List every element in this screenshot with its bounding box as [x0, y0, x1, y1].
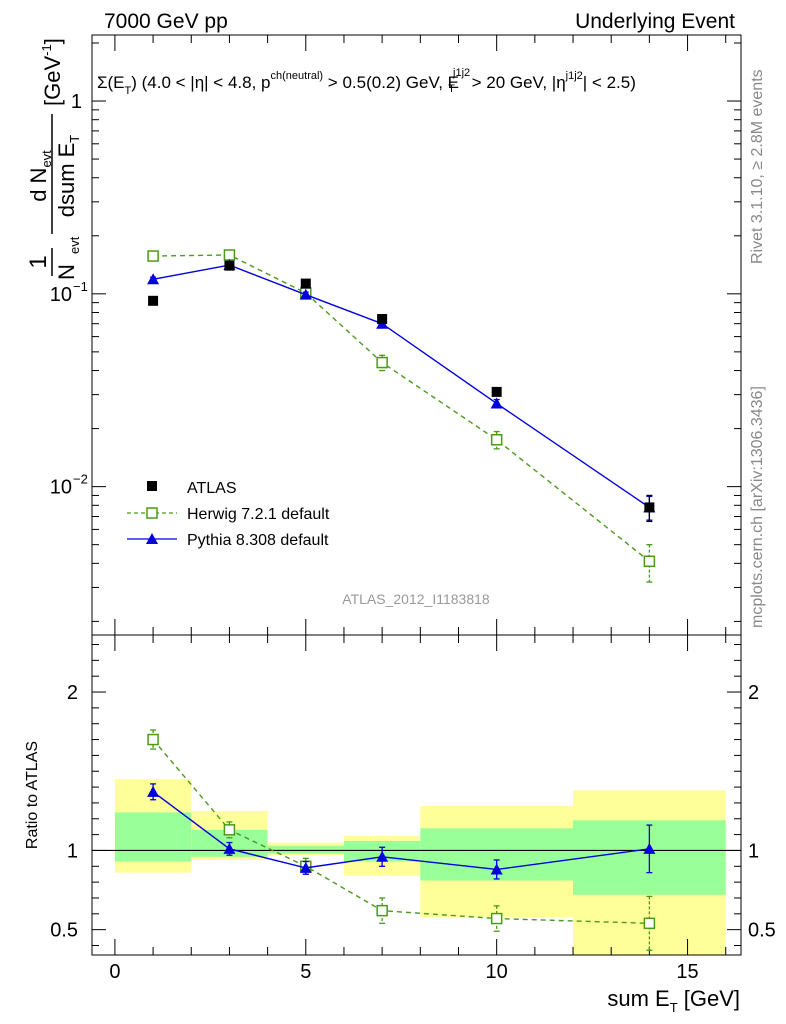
x-axis-label: sum ET [GeV]	[607, 986, 740, 1015]
svg-text:d Nevt: d Nevt	[26, 150, 54, 202]
pythia-ratio-point	[376, 850, 389, 862]
pythia-point	[147, 273, 160, 285]
x-tick-label: 10	[486, 961, 508, 983]
atlas-point	[148, 295, 159, 306]
data-series	[147, 249, 656, 951]
ratio-y-tick-label-right: 1	[748, 840, 759, 862]
ratio-y-tick-label: 1	[67, 840, 78, 862]
svg-text:[GeV-1]: [GeV-1]	[39, 38, 65, 106]
herwig-ratio-point	[490, 912, 503, 925]
atlas-point	[377, 314, 388, 325]
pythia-point	[490, 397, 503, 409]
pythia-ratio-point	[643, 842, 656, 854]
herwig-point	[223, 249, 236, 261]
svg-text:dsum ET: dsum ET	[54, 135, 82, 218]
legend-entry-atlas: ATLAS	[147, 480, 237, 497]
x-tick-label: 15	[676, 961, 698, 983]
legend-label-pythia: Pythia 8.308 default	[187, 532, 329, 549]
legend-entry-pythia: Pythia 8.308 default	[127, 532, 329, 549]
main-y-tick-exponent: −2	[73, 472, 88, 487]
herwig-ratio-point	[147, 733, 159, 746]
atlas-point	[491, 386, 502, 397]
legend-marker-herwig	[146, 507, 158, 519]
pythia-ratio-point	[299, 861, 312, 873]
herwig-ratio-point	[223, 824, 236, 836]
pythia-line	[152, 264, 650, 509]
main-y-tick-exponent: −1	[73, 279, 88, 294]
cut-description: Σ(ET) (4.0 < |η| < 4.8, pch(neutral) > 0…	[97, 67, 636, 97]
legend-marker-pythia	[146, 533, 158, 544]
ratio-y-tick-label: 0.5	[50, 920, 78, 942]
ratio-y-tick-label-right: 2	[748, 682, 759, 704]
ratio-y-tick-label-right: 0.5	[748, 920, 776, 942]
axis-ticks: 110 −110 −20.5 0.51 12 20 5 10 15	[50, 35, 776, 983]
herwig-line	[153, 254, 650, 562]
mcplots-source-label: mcplots.cern.ch [arXiv:1306.3436]	[749, 386, 766, 628]
main-y-axis-label: 1 N evt d Nevt dsum ET [GeV-1]	[25, 38, 82, 280]
pythia-ratio-point	[223, 842, 236, 854]
herwig-point	[376, 356, 388, 369]
herwig-ratio-point	[376, 904, 388, 917]
main-y-tick-label: 10	[50, 284, 72, 306]
header-right: Underlying Event	[575, 10, 735, 33]
band-inner-0	[114, 812, 192, 862]
herwig-ratio-point	[643, 917, 656, 930]
main-y-tick-label: 1	[71, 91, 82, 113]
atlas-point	[300, 278, 311, 289]
herwig-point	[490, 434, 503, 446]
legend-label-atlas: ATLAS	[187, 480, 237, 497]
svg-text:1: 1	[25, 255, 52, 268]
x-tick-label: 0	[109, 961, 120, 983]
header-left: 7000 GeV pp	[104, 10, 228, 33]
ratio-y-axis-label: Ratio to ATLAS	[24, 741, 41, 849]
ratio-panel-frame	[91, 634, 742, 956]
plot-frames	[91, 34, 742, 956]
x-tick-label: 5	[300, 961, 311, 983]
legend-label-herwig: Herwig 7.2.1 default	[187, 506, 330, 523]
legend-marker-atlas	[147, 481, 157, 491]
pythia-ratio-line	[152, 791, 650, 871]
atlas-point	[224, 260, 235, 271]
herwig-point	[147, 250, 159, 262]
pythia-ratio-point	[147, 785, 160, 797]
svg-text:evt: evt	[67, 236, 82, 254]
atlas-point	[644, 502, 655, 513]
ratio-y-tick-label: 2	[67, 682, 78, 704]
rivet-version-label: Rivet 3.1.10, ≥ 2.8M events	[749, 69, 766, 264]
legend-entry-herwig: Herwig 7.2.1 default	[127, 506, 330, 523]
band-inner-2	[267, 845, 344, 854]
pythia-ratio-point	[490, 863, 503, 875]
analysis-watermark: ATLAS_2012_I1183818	[342, 591, 490, 607]
legend: ATLAS Herwig 7.2.1 default Pythia 8.308 …	[127, 480, 330, 549]
main-y-tick-label: 10	[50, 477, 72, 499]
herwig-point	[643, 555, 656, 568]
herwig-ratio-line	[152, 739, 650, 925]
svg-text:N: N	[54, 264, 79, 280]
pythia-point	[299, 288, 312, 300]
